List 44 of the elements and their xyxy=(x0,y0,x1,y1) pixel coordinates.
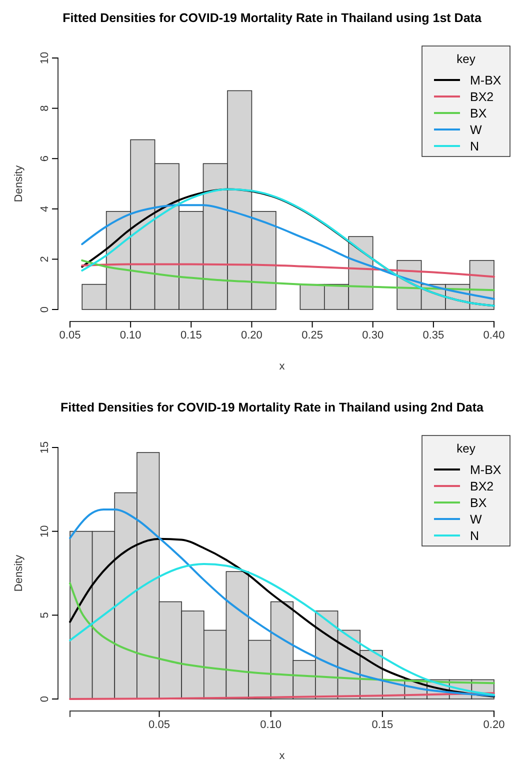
y-axis-title: Density xyxy=(13,554,25,592)
legend-label: BX xyxy=(470,106,488,120)
line-series xyxy=(81,188,495,307)
line-series xyxy=(81,204,495,300)
legend-label: M-BX xyxy=(470,74,502,88)
chart-title: Fitted Densities for COVID-19 Mortality Rate in Thailand using 2nd Data xyxy=(60,400,485,414)
chart-title: Fitted Densities for COVID-19 Mortality Rate in Thailand using 1st Data xyxy=(62,11,482,25)
y-tick-label: 6 xyxy=(39,156,51,162)
legend-label: BX xyxy=(470,496,488,510)
y-tick-label: 4 xyxy=(39,206,51,212)
x-tick-label: 0.10 xyxy=(120,329,142,342)
legend-label: BX2 xyxy=(470,90,494,104)
x-tick-label: 0.20 xyxy=(241,329,262,342)
x-tick-label: 0.10 xyxy=(260,718,282,731)
x-axis-title: x xyxy=(279,360,286,372)
legend-label: W xyxy=(470,123,482,137)
y-axis-title: Density xyxy=(13,164,25,202)
x-tick-label: 0.40 xyxy=(483,329,505,342)
legend-label: W xyxy=(470,512,482,526)
x-tick-label: 0.05 xyxy=(59,329,81,342)
legend-label: N xyxy=(470,140,480,154)
x-tick-label: 0.30 xyxy=(362,329,384,342)
y-tick-label: 0 xyxy=(39,306,51,313)
y-tick-label: 0 xyxy=(39,696,51,702)
x-tick-label: 0.25 xyxy=(302,329,323,342)
y-tick-label: 15 xyxy=(39,441,51,454)
legend-title: key xyxy=(456,52,476,66)
legend-label: M-BX xyxy=(470,463,502,477)
y-tick-label: 2 xyxy=(39,256,51,262)
x-tick-label: 0.20 xyxy=(483,718,505,731)
x-tick-label: 0.15 xyxy=(372,718,394,731)
legend-label: N xyxy=(470,529,480,543)
line-series xyxy=(81,263,495,278)
x-tick-label: 0.05 xyxy=(148,718,170,731)
x-tick-label: 0.35 xyxy=(422,329,444,342)
x-tick-label: 0.15 xyxy=(180,329,202,342)
y-tick-label: 5 xyxy=(39,612,51,618)
legend-title: key xyxy=(456,442,476,456)
y-tick-label: 10 xyxy=(39,52,51,64)
y-tick-label: 8 xyxy=(39,105,51,112)
y-tick-label: 10 xyxy=(39,525,51,538)
x-axis-title: x xyxy=(279,750,286,762)
legend-label: BX2 xyxy=(470,480,494,494)
line-series xyxy=(81,259,495,292)
